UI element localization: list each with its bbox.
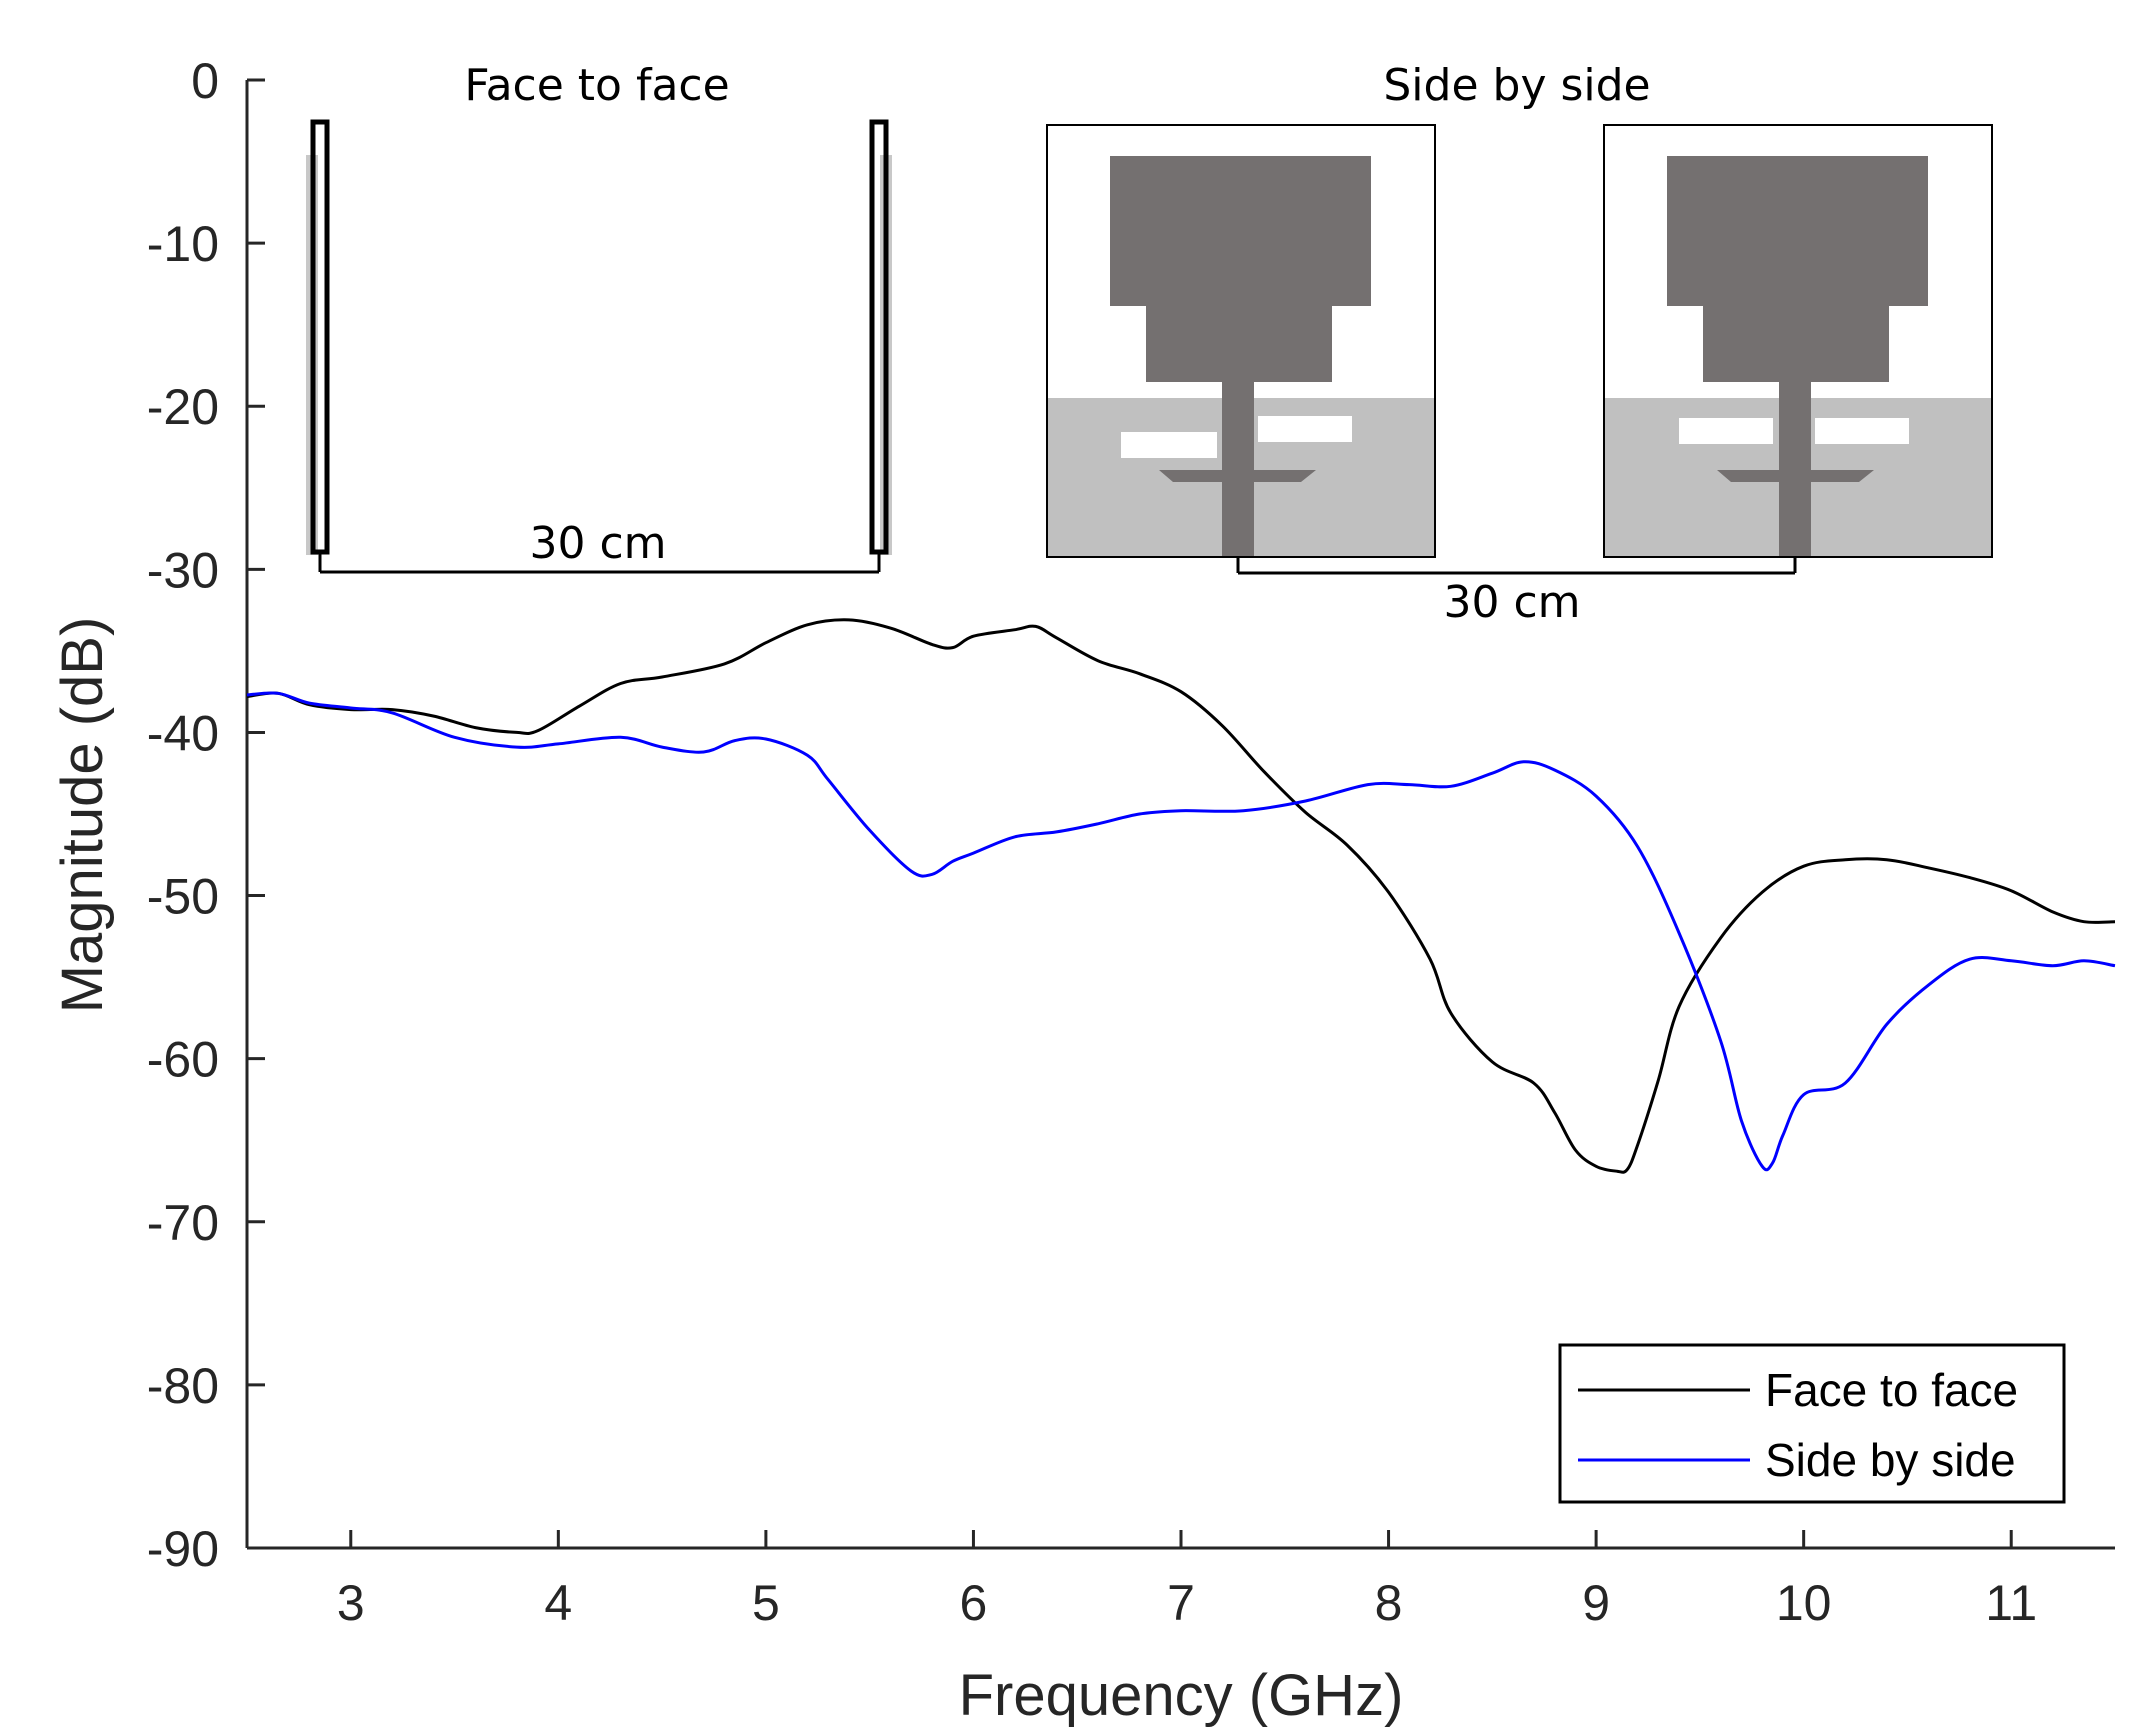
y-tick-label: 0 (191, 53, 219, 109)
x-tick-label: 5 (752, 1575, 780, 1631)
slot-right-a (1679, 418, 1773, 444)
inset-side-title: Side by side (1383, 60, 1650, 111)
x-tick-label: 10 (1776, 1575, 1832, 1631)
inset-side-by-side: Side by side 30 cm (1046, 60, 1993, 628)
legend-box (1558, 1343, 2066, 1504)
y-ticks: 0 -10 -20 -30 -40 -50 -60 -70 -80 -90 (147, 53, 265, 1577)
x-tick-label: 9 (1582, 1575, 1610, 1631)
x-ticks: 3 4 5 6 7 8 9 10 11 (337, 1530, 2037, 1631)
patch-left (1110, 156, 1371, 382)
antenna-board-left (1046, 124, 1436, 558)
y-tick-label: -20 (147, 379, 219, 435)
x-tick-label: 6 (960, 1575, 988, 1631)
inset-face-distance: 30 cm (529, 518, 666, 569)
x-tick-label: 8 (1375, 1575, 1403, 1631)
y-axis-title: Magnitude (dB) (50, 617, 115, 1014)
slot-left-b (1258, 416, 1352, 442)
inset-side-distance: 30 cm (1443, 577, 1580, 628)
patch-right (1667, 156, 1928, 382)
y-tick-label: -70 (147, 1195, 219, 1251)
feed-line-left (1222, 380, 1254, 556)
y-tick-label: -90 (147, 1521, 219, 1577)
y-tick-label: -10 (147, 216, 219, 272)
x-tick-label: 7 (1167, 1575, 1195, 1631)
slot-right-b (1815, 418, 1909, 444)
feed-line-right (1779, 380, 1811, 556)
series-line-face-to-face (246, 618, 2116, 1174)
inset-face-to-face: Face to face 30 cm (306, 60, 892, 574)
x-axis-title: Frequency (GHz) (959, 1663, 1404, 1728)
x-tick-label: 3 (337, 1575, 365, 1631)
series-line-side-by-side (246, 691, 2116, 1172)
legend: Face to face Side by side (1558, 1343, 2066, 1504)
legend-label-side-by-side: Side by side (1765, 1434, 2016, 1486)
x-tick-label: 11 (1985, 1575, 2037, 1631)
slot-left-a (1121, 432, 1217, 458)
x-tick-label: 4 (544, 1575, 572, 1631)
series-layer (246, 618, 2116, 1174)
legend-label-face-to-face: Face to face (1765, 1364, 2018, 1416)
y-tick-label: -40 (147, 705, 219, 761)
y-tick-label: -60 (147, 1032, 219, 1088)
y-tick-label: -80 (147, 1358, 219, 1414)
inset-face-title: Face to face (464, 60, 729, 111)
y-tick-label: -50 (147, 869, 219, 925)
y-tick-label: -30 (147, 542, 219, 598)
antenna-board-right (1603, 124, 1993, 558)
